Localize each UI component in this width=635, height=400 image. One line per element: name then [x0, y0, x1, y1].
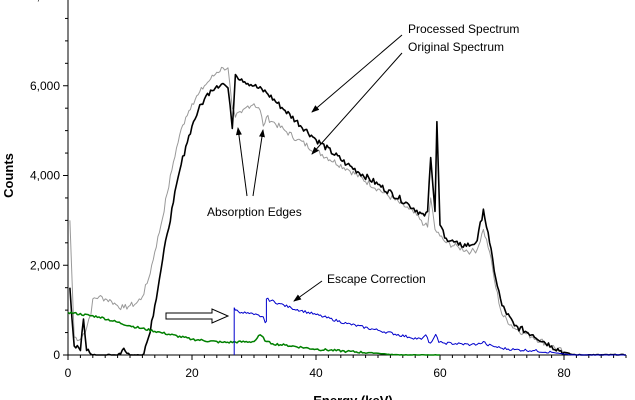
series-line-green-curve	[67, 311, 440, 356]
y-tick-label: 0	[53, 348, 60, 362]
series-line-original-spectrum	[69, 66, 626, 356]
x-axis-title: Energy (keV)	[313, 393, 392, 400]
series-layer	[67, 66, 626, 356]
x-tick-label: 0	[65, 366, 72, 380]
y-tick-label: 2,000	[30, 258, 60, 272]
x-tick-label: 20	[185, 366, 199, 380]
y-tick-label: 8,000	[30, 0, 60, 3]
annotation-original-spectrum: Original Spectrum	[408, 40, 504, 54]
arrow-escape-correction	[293, 280, 323, 302]
annotations: Processed Spectrum Original Spectrum Abs…	[165, 22, 519, 324]
series-line-processed-spectrum	[69, 73, 626, 356]
annotation-absorption-edges: Absorption Edges	[207, 205, 302, 219]
block-arrow-icon	[165, 308, 230, 324]
y-tick-label: 6,000	[30, 79, 60, 93]
annotation-escape-correction: Escape Correction	[327, 272, 426, 286]
arrow-absorption-edge-2	[252, 129, 265, 197]
y-axis-title: Counts	[1, 153, 16, 198]
y-tick-label: 4,000	[30, 169, 60, 183]
arrow-absorption-edge-1	[235, 127, 248, 197]
arrow-processed-spectrum	[311, 34, 403, 113]
x-tick-label: 80	[557, 366, 571, 380]
series-line-escape-correction	[233, 297, 626, 356]
x-tick-label: 40	[309, 366, 323, 380]
x-tick-label: 60	[433, 366, 447, 380]
arrow-original-spectrum	[311, 52, 403, 155]
annotation-processed-spectrum: Processed Spectrum	[408, 22, 519, 36]
